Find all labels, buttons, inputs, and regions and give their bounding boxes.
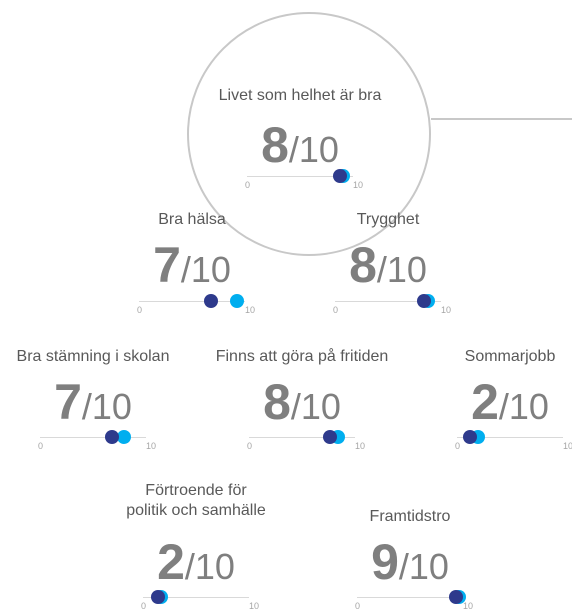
metric-label: Bra stämning i skolan <box>16 348 170 365</box>
metric-label: Livet som helhet är bra <box>218 87 382 104</box>
dark-dot <box>462 430 477 444</box>
score-value: 8 <box>349 237 377 293</box>
scale-max-label: 10 <box>355 441 366 451</box>
score-denominator: /10 <box>180 249 231 290</box>
dark-dot <box>150 590 165 604</box>
score-denominator: /10 <box>290 386 341 427</box>
scale-line <box>457 437 563 438</box>
metric-score: 8/10 <box>190 120 410 170</box>
metric-card: Förtroende för politik och samhälle 2/10 0… <box>86 0 306 611</box>
score-value: 8 <box>261 117 289 173</box>
metric-label: Bra hälsa <box>158 211 226 228</box>
metric-card: Framtidstro 9/10 0 10 <box>300 0 520 611</box>
score-denominator: /10 <box>184 546 235 587</box>
scale-max-label: 10 <box>146 441 157 451</box>
scale-line <box>247 176 353 177</box>
dark-dot <box>105 430 120 444</box>
connector-line <box>431 118 572 120</box>
scale-min-label: 0 <box>355 601 361 611</box>
score-denominator: /10 <box>288 129 339 170</box>
dark-dot <box>204 294 219 308</box>
scale-min-label: 0 <box>333 305 339 315</box>
score-denominator: /10 <box>398 546 449 587</box>
score-denominator: /10 <box>81 386 132 427</box>
dark-dot <box>448 590 463 604</box>
scale-max-label: 10 <box>441 305 452 315</box>
dark-dot <box>417 294 432 308</box>
metric-card: Bra stämning i skolan 7/10 0 10 <box>0 0 203 608</box>
score-value: 7 <box>153 237 181 293</box>
metric-label: Sommarjobb <box>464 348 556 365</box>
scale-line <box>143 597 249 598</box>
metric-card: Trygghet 8/10 0 10 <box>278 0 498 608</box>
score-value: 2 <box>471 374 499 430</box>
metric-label: Framtidstro <box>369 508 451 525</box>
score-denominator: /10 <box>376 249 427 290</box>
scale-line <box>40 437 146 438</box>
metric-score: 2/10 <box>400 377 572 427</box>
metric-score: 7/10 <box>82 240 302 290</box>
scale-line <box>139 301 245 302</box>
scale-min-label: 0 <box>245 180 251 190</box>
dark-dot <box>333 169 348 183</box>
metric-score: 8/10 <box>278 240 498 290</box>
scale-line <box>357 597 463 598</box>
score-denominator: /10 <box>498 386 549 427</box>
light-dot <box>116 430 131 444</box>
scale-min-label: 0 <box>137 305 143 315</box>
metric-score: 9/10 <box>300 537 520 587</box>
metric-score: 7/10 <box>0 377 203 427</box>
dark-dot <box>322 430 337 444</box>
score-value: 8 <box>263 374 291 430</box>
metric-card: Sommarjobb 2/10 0 10 <box>400 0 572 608</box>
scale-min-label: 0 <box>38 441 44 451</box>
highlight-circle <box>187 12 431 256</box>
scale-line <box>249 437 355 438</box>
metric-score: 8/10 <box>192 377 412 427</box>
scale-line <box>335 301 441 302</box>
metric-score: 2/10 <box>86 537 306 587</box>
metric-label: Förtroende för politik och samhälle <box>126 482 266 519</box>
scale-min-label: 0 <box>141 601 147 611</box>
metric-card: Bra hälsa 7/10 0 10 <box>82 0 302 608</box>
metric-card: Livet som helhet är bra 8/10 0 10 <box>190 0 410 608</box>
scale-max-label: 10 <box>249 601 260 611</box>
scale-min-label: 0 <box>247 441 253 451</box>
scale-max-label: 10 <box>563 441 572 451</box>
scale-min-label: 0 <box>455 441 461 451</box>
score-value: 9 <box>371 534 399 590</box>
scale-max-label: 10 <box>463 601 474 611</box>
scale-max-label: 10 <box>353 180 364 190</box>
score-value: 7 <box>54 374 82 430</box>
metric-card: Finns att göra på fritiden 8/10 0 10 <box>192 0 412 608</box>
score-value: 2 <box>157 534 185 590</box>
light-dot <box>229 294 244 308</box>
metric-label: Finns att göra på fritiden <box>215 348 389 365</box>
metric-label: Trygghet <box>356 211 420 228</box>
scale-max-label: 10 <box>245 305 256 315</box>
